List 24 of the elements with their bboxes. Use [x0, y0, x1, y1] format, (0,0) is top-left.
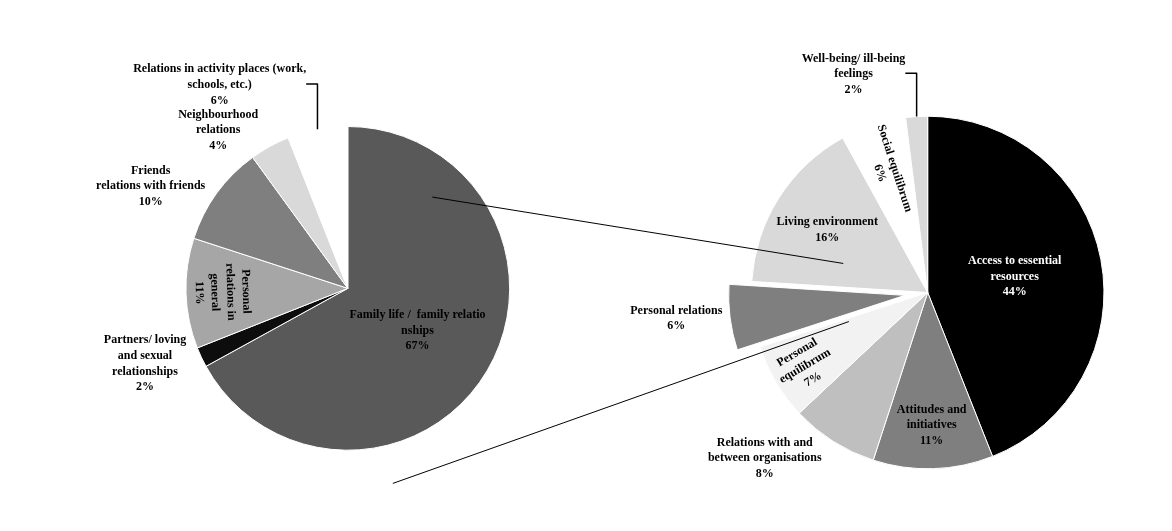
- data-label: 6%: [667, 318, 686, 333]
- data-label: 11%: [920, 432, 944, 447]
- slice-label: Relations with and between organisations: [707, 434, 822, 465]
- data-label: 16%: [815, 229, 840, 244]
- slice-label: Partners/ loving and sexual relationships: [103, 332, 187, 378]
- slice-label: Family life / family relatio nships: [349, 306, 486, 337]
- slice-label: Attitudes and initiatives: [896, 401, 967, 432]
- data-label: 2%: [135, 379, 154, 394]
- slice-label: Living environment: [776, 213, 878, 228]
- slice-label: Access to essential resources: [968, 253, 1063, 283]
- data-label: 67%: [405, 338, 430, 353]
- data-label: 11%: [192, 280, 208, 305]
- data-label: 8%: [755, 466, 774, 481]
- slice-label: Well-being/ ill-being feelings: [801, 50, 906, 81]
- data-label: 4%: [209, 137, 228, 152]
- slice-label: Relations in activity places (work, schools, etc.): [133, 61, 307, 91]
- data-label: 2%: [844, 81, 863, 96]
- slice-label: Personal relations in general: [208, 262, 255, 322]
- data-label: 10%: [138, 194, 163, 209]
- slice-label: Friends relations with friends: [96, 162, 206, 193]
- slice-label: Personal relations: [630, 302, 723, 317]
- data-label: 6%: [210, 92, 229, 107]
- data-label: 44%: [1002, 284, 1027, 299]
- slice-label: Neighbourhood relations: [178, 106, 259, 137]
